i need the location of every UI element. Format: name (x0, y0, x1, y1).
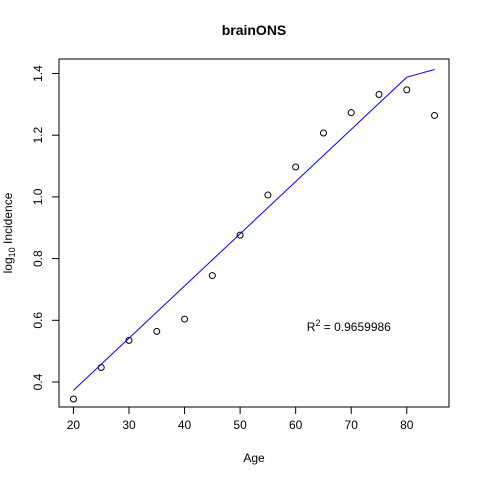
x-axis: 20 30 40 50 60 70 80 (67, 407, 414, 432)
data-point (236, 231, 244, 239)
data-point (97, 364, 105, 372)
y-axis-label-subscript: 10 (7, 247, 17, 257)
x-tick-label: 20 (67, 418, 81, 432)
y-axis-label-prefix: log (1, 257, 15, 273)
x-tick-label: 40 (178, 418, 192, 432)
fit-line (73, 69, 435, 391)
data-point (264, 191, 272, 199)
data-point (69, 395, 77, 403)
data-point (403, 86, 411, 94)
data-point (292, 163, 300, 171)
y-axis-label: log10 Incidence (1, 192, 17, 273)
plot-frame (58, 58, 450, 408)
x-tick-label: 70 (345, 418, 359, 432)
data-point (208, 272, 216, 280)
data-point (375, 90, 383, 98)
y-tick-label: 0.8 (31, 250, 45, 267)
data-point (319, 129, 327, 137)
x-tick-label: 50 (233, 418, 247, 432)
r-squared-annotation: R2 = 0.9659986 (307, 318, 391, 334)
series-layer (69, 69, 439, 403)
annotation-base: R (307, 320, 316, 334)
annotation-text: = 0.9659986 (320, 320, 391, 334)
data-point (181, 315, 189, 323)
y-tick-label: 1.0 (31, 188, 45, 205)
y-axis-label-suffix: Incidence (1, 192, 15, 247)
data-point (347, 109, 355, 117)
data-point (153, 327, 161, 335)
y-tick-label: 0.4 (31, 373, 45, 390)
chart-title: brainONS (222, 22, 287, 38)
y-axis: 0.4 0.6 0.8 1.0 1.2 1.4 (31, 65, 59, 390)
y-tick-label: 0.6 (31, 312, 45, 329)
x-tick-label: 30 (122, 418, 136, 432)
annotation-superscript: 2 (315, 318, 320, 328)
data-point (431, 111, 439, 119)
x-tick-label: 60 (289, 418, 303, 432)
x-tick-label: 80 (400, 418, 414, 432)
y-tick-label: 1.4 (31, 65, 45, 82)
y-tick-label: 1.2 (31, 127, 45, 144)
x-axis-label: Age (243, 451, 265, 465)
